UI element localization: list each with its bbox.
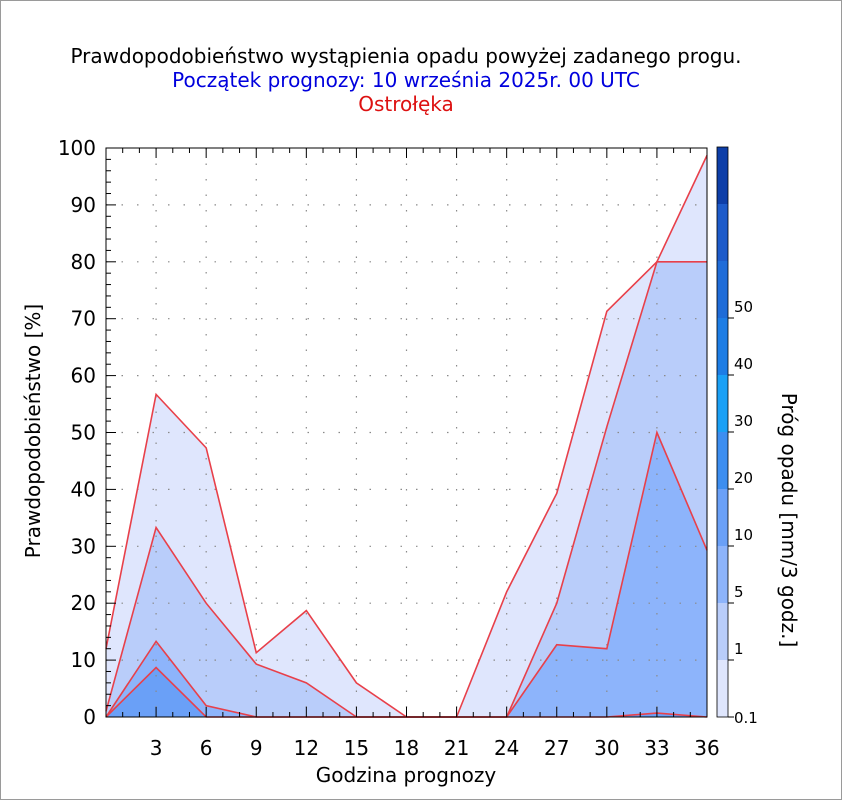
location-name: Ostrołęka (358, 92, 454, 116)
colorbar-tick-label: 1 (734, 640, 744, 658)
x-tick-label: 6 (200, 736, 213, 760)
y-tick-label: 100 (58, 136, 96, 160)
colorbar-segment (717, 432, 728, 489)
x-tick-label: 27 (544, 736, 569, 760)
y-tick-label: 20 (71, 591, 96, 615)
y-tick-label: 60 (71, 364, 96, 388)
x-tick-label: 3 (150, 736, 163, 760)
colorbar-segment (717, 603, 728, 660)
x-axis-label: Godzina prognozy (316, 763, 497, 787)
colorbar-segment (717, 660, 728, 717)
colorbar-tick-label: 40 (734, 355, 753, 373)
colorbar-segment (717, 489, 728, 546)
chart-subtitle: Początek prognozy: 10 września 2025r. 00… (172, 68, 640, 92)
x-tick-label: 30 (594, 736, 619, 760)
x-tick-label: 18 (394, 736, 419, 760)
area-threshold-0.1 (106, 155, 707, 718)
area-threshold-10 (106, 667, 707, 717)
colorbar-segment (717, 204, 728, 261)
colorbar-tick-label: 0.1 (734, 709, 758, 727)
y-tick-label: 90 (71, 193, 96, 217)
y-tick-label: 0 (83, 705, 96, 729)
chart-title: Prawdopodobieństwo wystąpienia opadu pow… (70, 44, 741, 68)
colorbar-segment (717, 147, 728, 204)
y-tick-label: 40 (71, 477, 96, 501)
x-tick-label: 36 (694, 736, 719, 760)
y-axis-label: Prawdopodobieństwo [%] (21, 304, 45, 558)
colorbar-label: Próg opadu [mm/3 godz.] (777, 393, 801, 648)
colorbar-segment (717, 546, 728, 603)
x-tick-label: 15 (344, 736, 369, 760)
colorbar-tick-label: 10 (734, 526, 753, 544)
colorbar-segment (717, 318, 728, 375)
x-tick-label: 24 (494, 736, 519, 760)
colorbar: 0.1 1 5 10 20 30 40 50 (716, 146, 758, 727)
colorbar-tick-label: 20 (734, 469, 753, 487)
y-tick-label: 70 (71, 307, 96, 331)
y-tick-label: 30 (71, 534, 96, 558)
colorbar-segment (717, 261, 728, 318)
colorbar-segment (717, 375, 728, 432)
x-tick-label: 9 (250, 736, 263, 760)
x-tick-label: 33 (644, 736, 669, 760)
x-tick-label: 21 (444, 736, 469, 760)
colorbar-tick-label: 50 (734, 298, 753, 316)
colorbar-tick-label: 30 (734, 412, 753, 430)
y-tick-label: 10 (71, 648, 96, 672)
colorbar-tick-label: 5 (734, 583, 744, 601)
x-tick-label: 12 (294, 736, 319, 760)
y-tick-label: 80 (71, 250, 96, 274)
y-tick-label: 50 (71, 421, 96, 445)
